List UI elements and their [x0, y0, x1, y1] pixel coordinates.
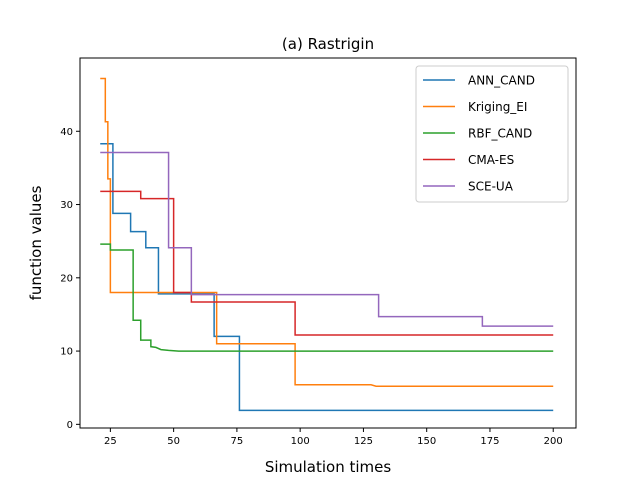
legend-label-1: ANN_CAND	[468, 74, 535, 88]
series-line-3	[100, 243, 554, 352]
x-tick-label: 25	[104, 436, 117, 447]
x-tick-label: 125	[354, 436, 373, 447]
y-tick-label: 10	[60, 347, 73, 358]
x-axis-label: Simulation times	[265, 458, 392, 476]
series-line-5	[100, 151, 554, 327]
series-line-2	[100, 77, 554, 387]
y-tick-label: 20	[60, 273, 73, 284]
legend-label-5: SCE-UA	[468, 180, 514, 194]
chart-title: (a) Rastrigin	[282, 35, 374, 53]
series-line-1	[100, 142, 554, 412]
legend-box	[415, 65, 569, 203]
plot-lines	[100, 77, 554, 412]
x-tick-label: 150	[417, 436, 436, 447]
legend-label-4: CMA-ES	[468, 153, 514, 167]
y-axis: 0 10 20 30 40	[60, 127, 80, 431]
legend: ANN_CAND Kriging_EI RBF_CAND CMA-ES SCE-UA	[415, 65, 569, 203]
y-axis-label: function values	[27, 185, 45, 300]
y-tick-label: 30	[60, 200, 73, 211]
x-tick-label: 50	[167, 436, 180, 447]
plot-frame	[79, 57, 577, 429]
legend-label-3: RBF_CAND	[468, 127, 532, 141]
x-tick-label: 175	[480, 436, 499, 447]
y-tick-label: 40	[60, 127, 73, 138]
x-tick-label: 100	[291, 436, 310, 447]
y-tick-label: 0	[67, 420, 73, 431]
series-line-4	[100, 190, 554, 336]
legend-label-2: Kriging_EI	[468, 100, 527, 114]
x-axis: 25 50 75 100 125 150 175 200	[104, 428, 563, 447]
x-tick-label: 200	[544, 436, 563, 447]
x-tick-label: 75	[231, 436, 244, 447]
